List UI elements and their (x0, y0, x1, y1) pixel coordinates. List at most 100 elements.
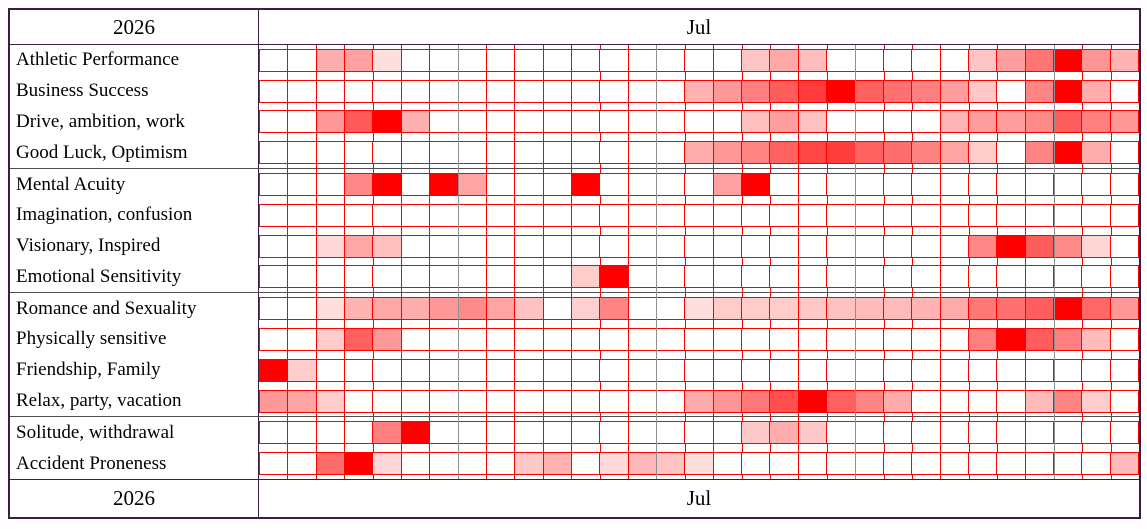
day-cell (373, 390, 402, 412)
day-cell (798, 298, 828, 320)
day-cell (827, 142, 856, 164)
day-strip (259, 297, 1140, 321)
day-cell (997, 174, 1026, 196)
day-cell (1110, 204, 1140, 226)
day-cell (600, 453, 629, 475)
day-cell (486, 49, 516, 71)
day-cell (997, 80, 1026, 102)
header-year-label: 2026 (10, 10, 259, 44)
day-cell (713, 453, 743, 475)
day-cell (912, 80, 941, 102)
day-cell (543, 298, 572, 320)
day-cell (883, 422, 913, 444)
row-label: Good Luck, Optimism (10, 137, 259, 169)
day-cell (968, 453, 998, 475)
day-grid-line (1110, 45, 1112, 479)
day-cell (1110, 266, 1140, 288)
day-cell (401, 174, 431, 196)
day-cell (458, 204, 487, 226)
day-cell (997, 266, 1026, 288)
day-cell (1110, 111, 1140, 133)
day-grid-line (741, 45, 743, 479)
day-cell (1082, 328, 1111, 350)
day-strip (259, 358, 1140, 382)
day-cell (288, 174, 317, 196)
day-cell (968, 328, 998, 350)
day-cell (798, 80, 828, 102)
day-cell (543, 328, 572, 350)
day-grid-line (684, 45, 686, 479)
day-cell (316, 235, 346, 257)
day-cell (401, 422, 431, 444)
day-cell (401, 298, 431, 320)
day-cell (316, 422, 346, 444)
day-cell (827, 49, 856, 71)
day-cell (259, 422, 289, 444)
day-cell (685, 390, 714, 412)
day-cell (259, 359, 289, 381)
day-cell (1110, 328, 1140, 350)
day-grid-line (940, 45, 942, 479)
day-cell (543, 453, 572, 475)
day-cell (288, 328, 317, 350)
row-label: Business Success (10, 75, 259, 107)
day-cell (657, 298, 686, 320)
day-cell (288, 49, 317, 71)
day-cell (401, 328, 431, 350)
category-group: Mental Acuity Imagination, confusion Visio… (10, 168, 1140, 293)
day-cell (1082, 390, 1111, 412)
day-cell (657, 390, 686, 412)
day-cell (543, 266, 572, 288)
day-cell (515, 80, 544, 102)
day-cell (401, 235, 431, 257)
day-cell (401, 142, 431, 164)
day-cell (685, 422, 714, 444)
day-grid-line (400, 45, 402, 479)
day-cell (458, 359, 487, 381)
day-cell (600, 111, 629, 133)
day-cell (571, 235, 601, 257)
day-cell (316, 142, 346, 164)
day-cell (515, 453, 544, 475)
day-cell (628, 266, 658, 288)
day-grid-line (968, 45, 970, 479)
day-cell (571, 204, 601, 226)
day-grid-line (769, 45, 771, 479)
day-cell (600, 390, 629, 412)
day-grid-line (997, 45, 999, 479)
day-cell (458, 174, 487, 196)
day-cell (486, 422, 516, 444)
day-cell (515, 298, 544, 320)
day-cell (912, 49, 941, 71)
day-cell (798, 111, 828, 133)
day-cell (486, 266, 516, 288)
day-cell (515, 174, 544, 196)
day-cell (742, 80, 771, 102)
day-cell (430, 422, 459, 444)
category-row: Drive, ambition, work (10, 106, 1140, 138)
day-cell (259, 266, 289, 288)
day-cell (543, 359, 572, 381)
row-label: Relax, party, vacation (10, 385, 259, 417)
day-cell (1054, 174, 1083, 196)
day-cell (770, 359, 799, 381)
day-cell (288, 298, 317, 320)
day-cell (912, 453, 941, 475)
day-cell (1025, 453, 1055, 475)
day-cell (685, 328, 714, 350)
day-cell (827, 422, 856, 444)
day-cell (685, 453, 714, 475)
day-cell (486, 390, 516, 412)
row-label: Drive, ambition, work (10, 106, 259, 138)
day-cell (827, 266, 856, 288)
day-cell (968, 359, 998, 381)
day-cell (458, 453, 487, 475)
day-cell (713, 142, 743, 164)
day-cell (316, 359, 346, 381)
day-cell (1082, 422, 1111, 444)
day-cell (458, 266, 487, 288)
day-cell (742, 204, 771, 226)
day-cell (430, 204, 459, 226)
day-cell (259, 298, 289, 320)
